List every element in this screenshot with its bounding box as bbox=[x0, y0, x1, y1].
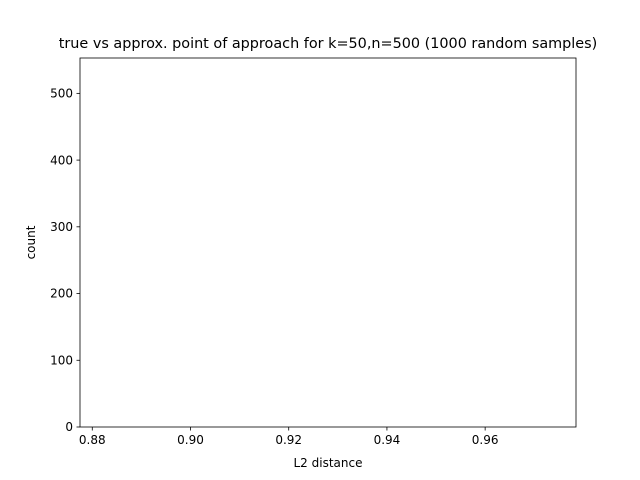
y-tick-label: 0 bbox=[65, 420, 73, 434]
y-axis-label: count bbox=[24, 225, 38, 259]
chart-title: true vs approx. point of approach for k=… bbox=[59, 36, 598, 52]
x-tick-label: 0.94 bbox=[374, 433, 401, 447]
x-axis-label: L2 distance bbox=[294, 456, 363, 470]
plot-area bbox=[80, 58, 576, 427]
x-axis-ticks: 0.88 0.90 0.92 0.94 0.96 bbox=[79, 427, 499, 447]
plot-frame bbox=[79, 57, 577, 428]
x-tick-label: 0.96 bbox=[472, 433, 499, 447]
x-tick-label: 0.88 bbox=[79, 433, 106, 447]
y-axis-ticks: 0 100 200 300 400 500 bbox=[50, 87, 80, 434]
y-tick-label: 200 bbox=[50, 287, 73, 301]
y-tick-label: 400 bbox=[50, 153, 73, 167]
x-tick-label: 0.92 bbox=[275, 433, 302, 447]
x-tick-label: 0.90 bbox=[177, 433, 204, 447]
y-tick-label: 100 bbox=[50, 353, 73, 367]
y-tick-label: 500 bbox=[50, 87, 73, 101]
y-tick-label: 300 bbox=[50, 220, 73, 234]
